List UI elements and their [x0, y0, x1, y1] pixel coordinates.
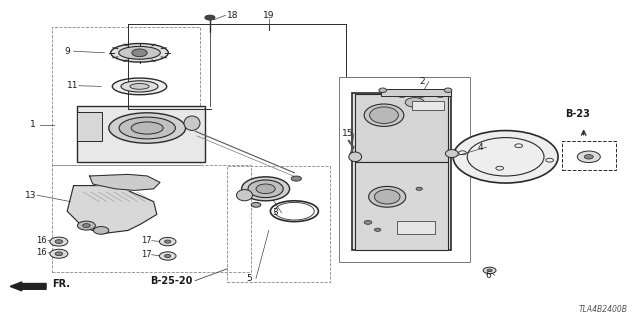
Circle shape	[164, 240, 171, 243]
Ellipse shape	[131, 122, 163, 134]
Circle shape	[453, 131, 558, 183]
Text: 16: 16	[36, 248, 47, 257]
Ellipse shape	[415, 92, 427, 97]
Ellipse shape	[445, 150, 458, 158]
Ellipse shape	[119, 117, 175, 139]
Text: FR.: FR.	[52, 279, 70, 289]
Ellipse shape	[369, 186, 406, 207]
Ellipse shape	[256, 184, 275, 194]
Ellipse shape	[130, 84, 149, 89]
Bar	[381, 89, 451, 96]
Text: TLA4B2400B: TLA4B2400B	[578, 305, 627, 314]
Text: 3: 3	[273, 208, 278, 217]
Ellipse shape	[435, 92, 446, 97]
Bar	[339, 77, 470, 262]
Text: 9: 9	[65, 47, 70, 56]
Circle shape	[487, 269, 492, 272]
Ellipse shape	[370, 107, 399, 124]
Bar	[562, 141, 616, 170]
Circle shape	[77, 221, 95, 230]
Text: 17: 17	[141, 250, 151, 259]
Ellipse shape	[109, 113, 186, 143]
Circle shape	[83, 224, 90, 228]
Text: 11: 11	[67, 81, 78, 90]
Text: 2: 2	[420, 77, 425, 86]
Text: 15: 15	[342, 129, 353, 138]
Circle shape	[374, 228, 381, 231]
Bar	[227, 166, 330, 282]
Ellipse shape	[111, 44, 168, 62]
Circle shape	[93, 227, 109, 234]
Text: B-25-20: B-25-20	[150, 276, 193, 286]
Text: 13: 13	[25, 191, 36, 200]
Ellipse shape	[364, 104, 404, 126]
Bar	[352, 93, 451, 250]
Circle shape	[50, 237, 68, 246]
Circle shape	[483, 267, 496, 274]
Circle shape	[132, 49, 147, 57]
Ellipse shape	[349, 152, 362, 162]
Ellipse shape	[241, 177, 289, 201]
Ellipse shape	[248, 180, 283, 197]
Text: 19: 19	[263, 11, 275, 20]
Ellipse shape	[251, 203, 261, 207]
Bar	[77, 106, 205, 162]
Bar	[52, 27, 200, 165]
Ellipse shape	[379, 88, 387, 92]
Bar	[355, 94, 448, 162]
Circle shape	[364, 220, 372, 224]
Circle shape	[159, 252, 176, 260]
Polygon shape	[90, 174, 160, 190]
Ellipse shape	[405, 98, 424, 107]
Bar	[397, 221, 435, 234]
Circle shape	[159, 237, 176, 246]
Circle shape	[291, 176, 301, 181]
Ellipse shape	[119, 46, 161, 59]
Text: 1: 1	[31, 120, 36, 129]
Text: 4: 4	[477, 143, 483, 152]
Circle shape	[164, 254, 171, 258]
Circle shape	[577, 151, 600, 163]
Bar	[412, 101, 444, 110]
Ellipse shape	[184, 116, 200, 131]
Circle shape	[205, 15, 215, 20]
Ellipse shape	[237, 189, 253, 201]
Circle shape	[55, 252, 63, 256]
Text: B-23: B-23	[565, 108, 590, 119]
Circle shape	[416, 187, 422, 190]
Text: 6: 6	[486, 271, 491, 280]
Circle shape	[584, 155, 593, 159]
Ellipse shape	[444, 88, 452, 92]
Circle shape	[55, 240, 63, 244]
Circle shape	[50, 249, 68, 258]
Text: 18: 18	[227, 11, 239, 20]
Bar	[52, 165, 251, 272]
Bar	[355, 162, 448, 250]
Text: 17: 17	[141, 236, 151, 245]
FancyArrow shape	[10, 282, 46, 291]
Ellipse shape	[113, 78, 167, 95]
Text: 16: 16	[36, 236, 47, 245]
Polygon shape	[67, 186, 157, 234]
Ellipse shape	[396, 92, 408, 97]
Text: 5: 5	[247, 274, 252, 283]
Bar	[77, 112, 102, 141]
Ellipse shape	[374, 189, 400, 204]
Ellipse shape	[121, 81, 158, 92]
